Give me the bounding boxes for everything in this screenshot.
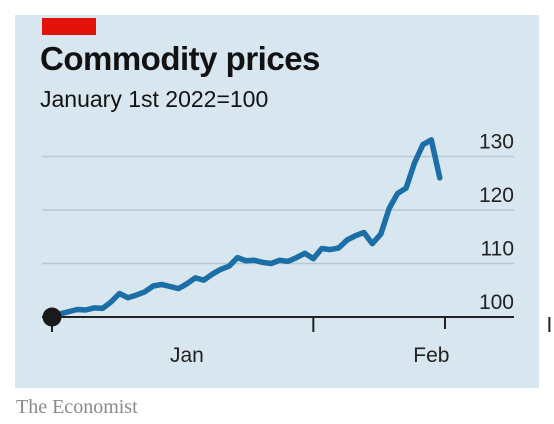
series-line-commodity-prices bbox=[49, 137, 443, 320]
y-tick-label-100: 100 bbox=[479, 291, 514, 314]
chart-background bbox=[15, 15, 539, 388]
x-tick-label-feb: Feb bbox=[413, 344, 449, 367]
chart-subtitle: January 1st 2022=100 bbox=[40, 86, 269, 112]
y-tick-label-130: 130 bbox=[479, 131, 514, 154]
y-tick-label-110: 110 bbox=[481, 238, 514, 261]
source-credit: The Economist bbox=[16, 396, 138, 418]
x-tick-label-jan: Jan bbox=[170, 344, 204, 367]
y-tick-label-120: 120 bbox=[479, 184, 514, 207]
start-point-dot bbox=[42, 307, 62, 327]
chart-title: Commodity prices bbox=[40, 40, 320, 77]
brand-red-bar bbox=[42, 18, 96, 35]
